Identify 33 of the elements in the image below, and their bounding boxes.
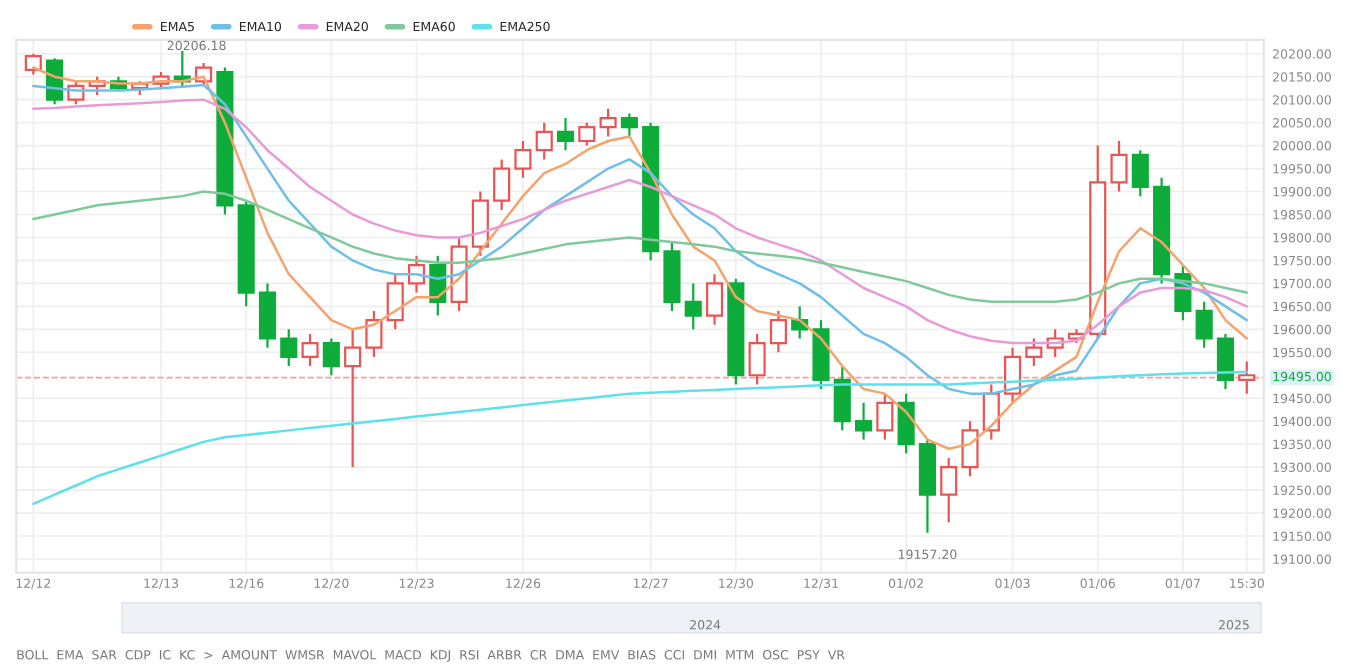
candlestick (301, 332, 319, 368)
candlestick (876, 392, 894, 441)
candlestick (280, 328, 298, 368)
candlestick (897, 392, 915, 455)
candlestick (748, 332, 766, 386)
candlestick (386, 273, 404, 331)
candlestick (493, 158, 511, 212)
candlestick (556, 116, 575, 152)
candlestick (855, 401, 873, 441)
candlestick (833, 364, 851, 432)
candlestick (769, 309, 787, 354)
candlestick (1025, 337, 1043, 368)
candlestick (514, 139, 532, 179)
candlestick (365, 309, 383, 358)
candlestick (471, 190, 489, 257)
candlestick (620, 112, 638, 138)
candlestick (599, 107, 617, 138)
candlestick (344, 328, 362, 469)
candlestick (1238, 360, 1256, 395)
candlestick (1110, 139, 1128, 193)
candlestick (578, 121, 596, 147)
candlestick (705, 273, 724, 326)
candlestick (961, 420, 979, 478)
candlestick (1131, 149, 1149, 198)
candlestick (535, 121, 553, 161)
candlestick (258, 282, 277, 349)
candlestick (1195, 300, 1213, 349)
candlestick (1216, 332, 1235, 391)
candlestick (24, 52, 42, 76)
candlestick (322, 337, 340, 377)
candlestick (940, 456, 958, 524)
candlestick (684, 282, 702, 331)
candlestick (407, 254, 426, 294)
